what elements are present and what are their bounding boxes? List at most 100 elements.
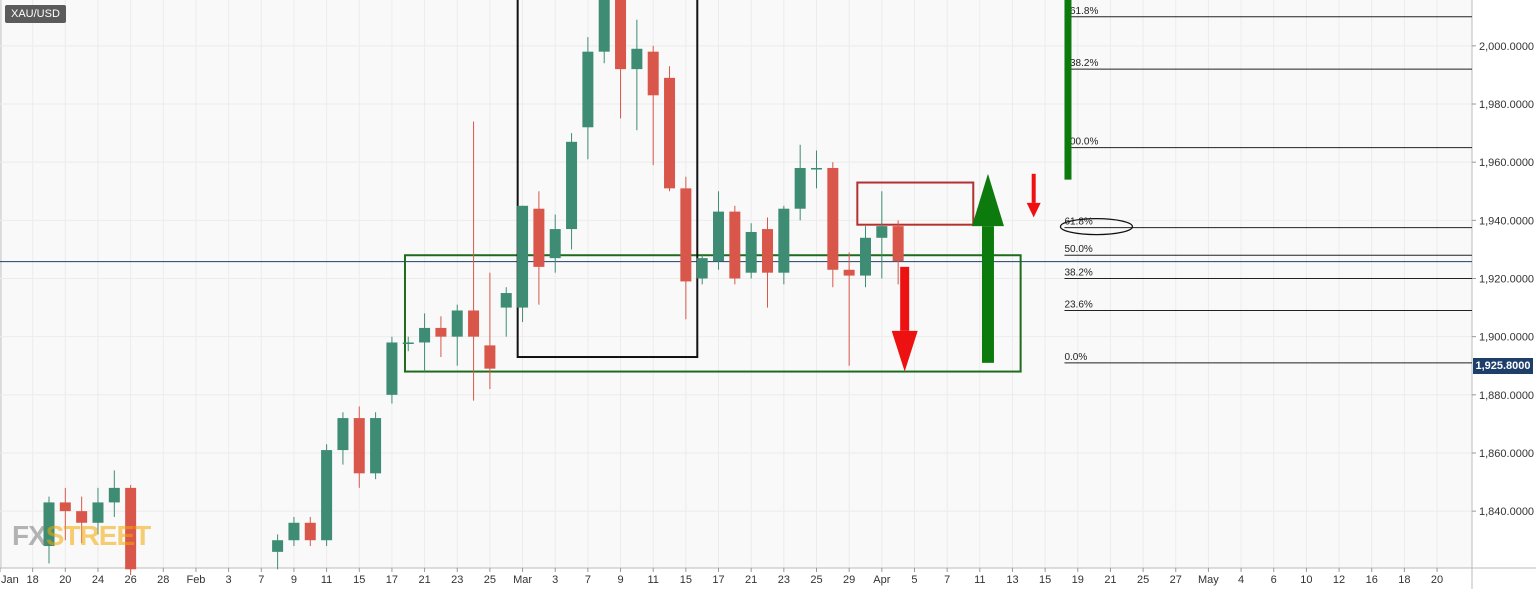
fib-level-label: 23.6% <box>1064 299 1092 310</box>
overlay-annotations: M-formation <box>891 0 1072 372</box>
candle-body <box>664 77 676 189</box>
candle-body <box>631 48 643 70</box>
candle-body <box>353 418 365 474</box>
logo-part1: FX <box>12 520 47 551</box>
symbol-badge[interactable]: XAU/USD <box>5 5 66 23</box>
x-tick-label: Feb <box>186 574 205 586</box>
candle-body <box>500 293 512 308</box>
x-tick-label: 11 <box>321 574 332 586</box>
x-tick-label: 4 <box>1238 574 1244 586</box>
fib-level-label: 100.0% <box>1064 137 1098 148</box>
candle-body <box>778 208 790 273</box>
x-tick-label: 21 <box>418 574 430 586</box>
candle-body <box>321 450 333 541</box>
candle-body <box>451 310 463 337</box>
candle-body <box>92 502 104 523</box>
candle-body <box>272 540 284 552</box>
candle-body <box>892 226 904 262</box>
x-tick-label: 28 <box>157 574 169 586</box>
x-tick-label: 7 <box>585 574 591 586</box>
x-tick-label: 15 <box>353 574 365 586</box>
candle-body <box>811 167 822 170</box>
green-arrow-shaft <box>981 226 994 363</box>
fib-level-label: 161.8% <box>1064 6 1098 17</box>
candle-body <box>419 327 431 343</box>
fib-level-label: 0.0% <box>1064 352 1087 363</box>
candle-body <box>386 342 398 395</box>
candle-body <box>745 231 757 273</box>
x-tick-label: Mar <box>513 574 532 586</box>
candle-body <box>125 487 137 570</box>
candle-body <box>549 229 561 259</box>
candle-body <box>484 345 496 369</box>
x-tick-label: 5 <box>911 574 917 586</box>
x-tick-label: 9 <box>617 574 623 586</box>
x-tick-label: 9 <box>291 574 297 586</box>
x-tick-label: 3 <box>552 574 558 586</box>
green-arrow-head <box>971 173 1004 227</box>
candle-body <box>859 237 871 276</box>
fib-level-label: 50.0% <box>1064 244 1092 255</box>
x-tick-label: 17 <box>386 574 398 586</box>
fibonacci-levels: 0.0% 23.6% 38.2% 50.0% 61.8% 100.0% 138.2% 161.… <box>1059 6 1472 364</box>
x-tick-label: 29 <box>843 574 855 586</box>
fib-level-label: 38.2% <box>1064 268 1092 279</box>
current-price-badge: 1,925.8000 <box>1473 358 1533 374</box>
x-tick-label: 27 <box>1170 574 1182 586</box>
candle-body <box>517 205 529 308</box>
candle-body <box>288 522 300 541</box>
x-tick-label: 19 <box>1072 574 1084 586</box>
resistance-box <box>856 181 975 226</box>
candle-body <box>582 51 594 128</box>
y-tick-label: 1,860.0000 <box>1479 448 1534 460</box>
x-tick-label: 26 <box>125 574 137 586</box>
candle-body <box>615 0 627 70</box>
candle-body <box>794 167 806 209</box>
small-red-arrow-head <box>1026 202 1041 218</box>
x-tick-label: May <box>1198 574 1219 586</box>
candle-body <box>59 502 71 512</box>
candle-body <box>108 487 120 503</box>
x-tick-label: Apr <box>873 574 890 586</box>
x-tick-label: 11 <box>647 574 658 586</box>
candle-body <box>680 188 692 282</box>
x-tick-label: 6 <box>1271 574 1277 586</box>
fib-618-highlight-ellipse <box>1059 217 1134 236</box>
candle-body <box>76 511 88 523</box>
candle-body <box>729 211 741 279</box>
candle-body <box>876 226 888 238</box>
candle-body <box>566 141 578 230</box>
x-tick-label: 10 <box>1300 574 1312 586</box>
fib-level-label: 138.2% <box>1064 58 1098 69</box>
fxstreet-logo: FXSTREET <box>12 520 151 552</box>
y-axis: 1,840.0000 1,860.0000 1,880.0000 1,900.0000… <box>1471 0 1534 589</box>
x-tick-label: 25 <box>484 574 496 586</box>
x-tick-label: 25 <box>1137 574 1149 586</box>
m-formation-box <box>516 0 699 359</box>
x-tick-label: 20 <box>59 574 71 586</box>
y-tick-label: 1,920.0000 <box>1479 274 1534 286</box>
candle-body <box>647 51 659 96</box>
x-tick-label: 20 <box>1431 574 1443 586</box>
support-zone-box <box>403 254 1022 373</box>
small-red-arrow-shaft <box>1031 173 1036 203</box>
x-tick-label: 25 <box>810 574 822 586</box>
fib-level-label: 61.8% <box>1064 217 1092 228</box>
x-tick-label: 18 <box>1398 574 1410 586</box>
y-tick-label: 1,840.0000 <box>1479 506 1534 518</box>
y-tick-label: 2,000.0000 <box>1479 41 1534 53</box>
y-tick-label: 1,980.0000 <box>1479 99 1534 111</box>
candle-body <box>43 502 55 547</box>
candle-body <box>713 211 725 262</box>
candle-body <box>304 522 316 541</box>
candle-body <box>598 0 610 52</box>
plot-background <box>0 0 1472 568</box>
x-tick-label: 23 <box>451 574 463 586</box>
x-tick-label: 21 <box>745 574 757 586</box>
x-tick-label: 7 <box>944 574 950 586</box>
x-tick-label: 23 <box>778 574 790 586</box>
candle-body <box>843 269 855 276</box>
red-arrow-head <box>891 330 918 372</box>
y-tick-label: 1,960.0000 <box>1479 157 1534 169</box>
y-tick-label: 1,900.0000 <box>1479 332 1534 344</box>
